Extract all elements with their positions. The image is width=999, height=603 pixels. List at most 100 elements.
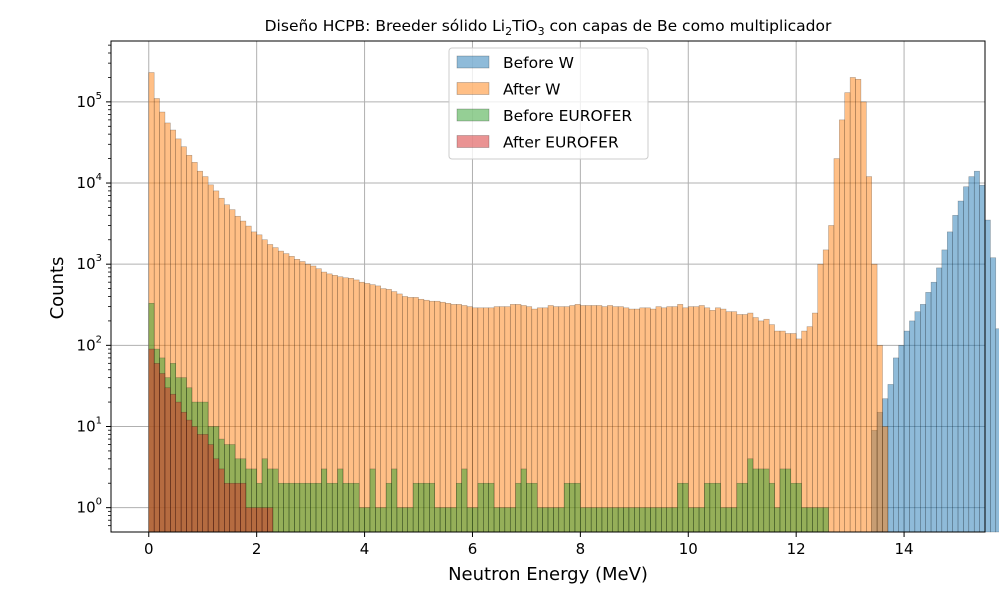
x-tick-label: 8 <box>576 540 586 558</box>
histogram-bar <box>553 306 560 533</box>
histogram-bar <box>844 92 851 533</box>
histogram-bar <box>903 330 910 533</box>
histogram-bar <box>590 507 597 533</box>
histogram-bar <box>191 426 198 533</box>
histogram-bar <box>806 326 813 533</box>
histogram-bar <box>747 458 754 533</box>
histogram-bar <box>957 200 964 533</box>
y-tick-label: 102 <box>77 334 102 354</box>
x-tick-label: 2 <box>252 540 262 558</box>
histogram-bar <box>396 507 403 533</box>
histogram-bar <box>450 507 457 533</box>
histogram-bar <box>698 305 705 533</box>
title-subscript: 3 <box>538 25 545 38</box>
histogram-bar <box>542 307 549 533</box>
histogram-bar <box>542 507 549 533</box>
histogram-bar <box>477 482 484 533</box>
histogram-bar <box>569 482 576 533</box>
title-subscript: 2 <box>505 25 512 38</box>
histogram-bar <box>553 507 560 533</box>
y-tick-label: 103 <box>77 253 102 273</box>
histogram-bar <box>839 119 845 533</box>
histogram-bar <box>364 283 371 533</box>
histogram-bar <box>547 305 554 533</box>
histogram-bar <box>677 482 684 533</box>
plot-frame <box>110 40 986 533</box>
histogram-bar <box>688 507 694 533</box>
legend-swatch <box>456 108 490 122</box>
histogram-bar <box>849 77 856 533</box>
histogram-bar <box>779 468 786 533</box>
histogram-bar <box>725 311 732 533</box>
histogram-bar <box>402 507 408 533</box>
histogram-bar <box>256 507 263 533</box>
histogram-bar <box>456 482 462 533</box>
histogram-bar <box>655 507 662 533</box>
y-tick-label: 105 <box>77 91 102 111</box>
title-text: TiO <box>511 17 538 35</box>
histogram-bar <box>731 311 738 533</box>
histogram-bar <box>855 78 862 533</box>
legend: Before W After W Before EUROFER After EUROF… <box>448 47 649 160</box>
histogram-bar <box>563 482 570 533</box>
histogram-bar <box>671 507 678 533</box>
histogram-bar <box>466 507 473 533</box>
histogram-bar <box>758 468 765 533</box>
histogram-bar <box>509 304 516 533</box>
histogram-bar <box>898 345 905 533</box>
histogram-bar <box>979 184 986 533</box>
histogram-bar <box>596 507 603 533</box>
histogram-bar <box>170 393 176 533</box>
histogram-bar <box>536 507 543 533</box>
histogram-bar <box>218 468 225 533</box>
y-tick-exponent: 0 <box>96 497 102 508</box>
legend-swatch <box>456 135 490 148</box>
histogram-bar <box>709 482 716 533</box>
histogram-bar <box>375 507 382 533</box>
histogram-bar <box>822 249 829 533</box>
histogram-bar <box>358 281 365 533</box>
histogram-bar <box>666 306 673 533</box>
histogram-bar <box>612 306 619 533</box>
x-tick-label: 14 <box>895 540 914 558</box>
histogram-bar <box>294 482 301 533</box>
y-tick-exponent: 5 <box>96 91 102 102</box>
histogram-bar <box>240 482 247 533</box>
histogram-bar <box>207 444 214 533</box>
histogram-bar <box>882 426 889 533</box>
histogram-bar <box>251 507 257 533</box>
histogram-bar <box>785 468 792 533</box>
histogram-bar <box>536 307 543 533</box>
histogram-bar <box>920 304 926 533</box>
histogram-bar <box>866 176 872 533</box>
histogram-bar <box>520 468 527 533</box>
histogram-bar <box>353 482 360 533</box>
histogram-bar <box>504 507 511 533</box>
histogram-bar <box>774 507 781 533</box>
histogram-bar <box>342 482 349 533</box>
histogram-bar <box>860 101 867 533</box>
series-after-eurofer <box>148 348 274 533</box>
legend-label: After W <box>503 81 560 99</box>
y-tick-exponent: 4 <box>96 172 102 183</box>
histogram-bar <box>720 308 727 533</box>
histogram-bar <box>650 308 657 533</box>
histogram-bar <box>925 292 932 533</box>
histogram-bar <box>995 328 999 533</box>
histogram-bar <box>304 482 311 533</box>
histogram-bar <box>655 306 662 533</box>
histogram-bar <box>666 507 673 533</box>
histogram-bar <box>385 482 392 533</box>
y-tick-base: 10 <box>77 499 96 517</box>
y-tick-base: 10 <box>77 255 96 273</box>
histogram-bar <box>693 306 700 533</box>
histogram-bar <box>186 419 193 533</box>
histogram-bar <box>682 482 689 533</box>
histogram-bar <box>871 263 878 533</box>
histogram-bar <box>817 507 824 533</box>
y-tick-exponent: 2 <box>96 334 102 345</box>
histogram-bar <box>984 219 991 533</box>
histogram-bar <box>493 507 500 533</box>
histogram-bar <box>472 307 479 533</box>
